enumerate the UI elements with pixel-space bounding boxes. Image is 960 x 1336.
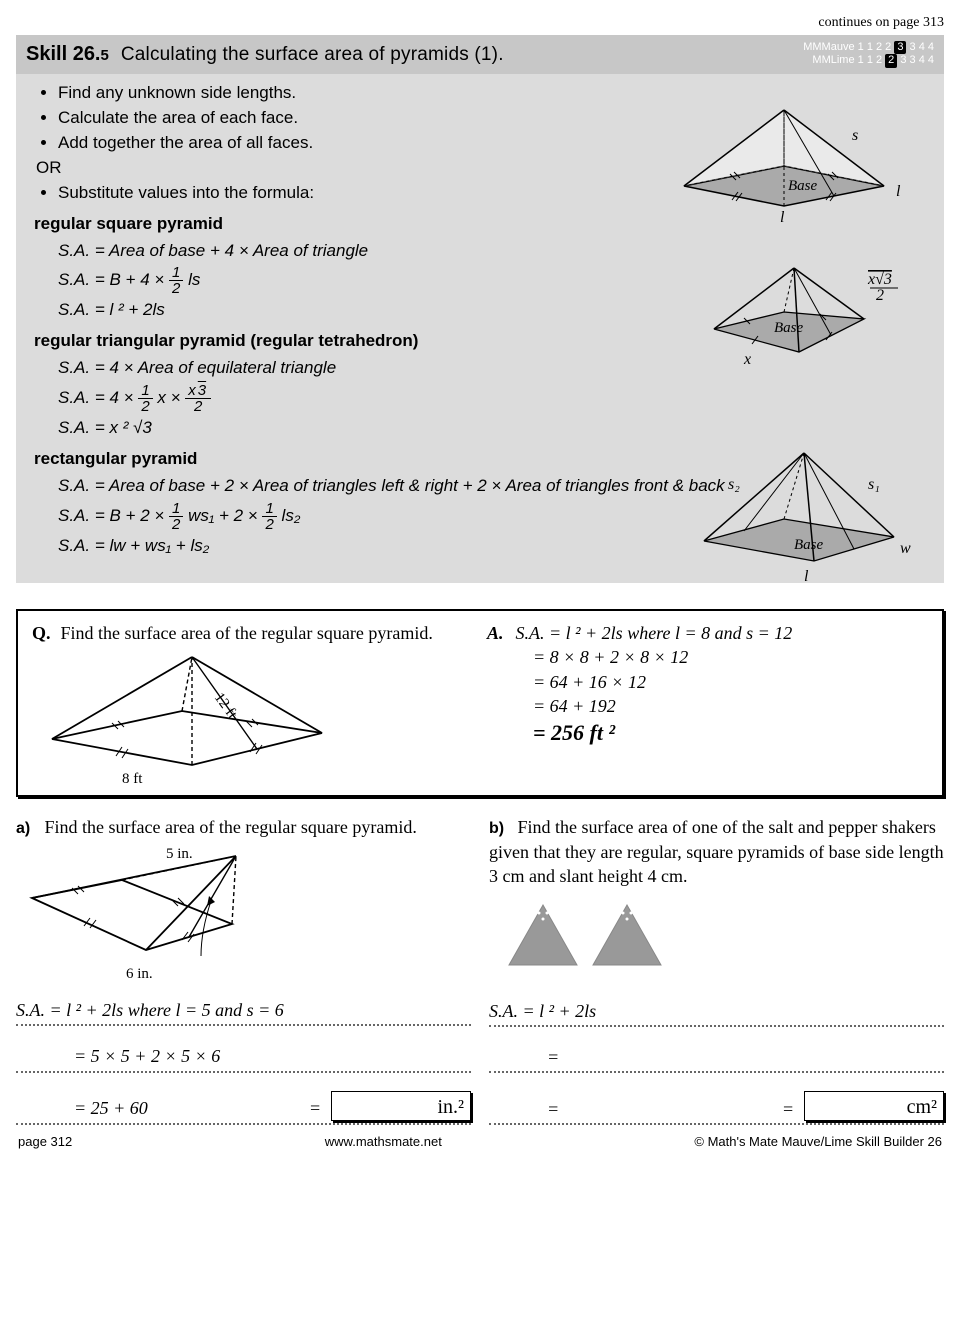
book-references: MMMauve 1 1 2 2 3 3 4 4 MMLime 1 1 2 2 3… (803, 41, 934, 67)
ans-line-2: = 8 × 8 + 2 × 8 × 12 (487, 645, 928, 669)
exercise-a: a) Find the surface area of the regular … (16, 815, 471, 1125)
ans-final: = 256 ft ² (487, 718, 928, 748)
svg-text:l: l (780, 209, 785, 226)
a-label: A. (487, 621, 511, 645)
tetra-diagram: Base x x√3 2 (704, 264, 894, 374)
svg-text:x√3: x√3 (867, 271, 892, 288)
skill-number: Skill 26.5 (26, 41, 109, 68)
svg-text:2: 2 (876, 287, 884, 304)
svg-text:l: l (804, 568, 809, 585)
ex-b-label: b) (489, 818, 513, 840)
footer-left: page 312 (18, 1133, 72, 1151)
svg-text:w: w (900, 540, 911, 557)
ex-a-question: Find the surface area of the regular squ… (45, 817, 417, 837)
ex-b-line1: S.A. = l ² + 2ls (489, 999, 944, 1027)
svg-text:Base: Base (794, 537, 824, 553)
ex-b-diagram (489, 897, 709, 977)
svg-text:l: l (896, 183, 901, 200)
svg-text:s₂: s₂ (728, 476, 740, 493)
ans-line-1: S.A. = l ² + 2ls where l = 8 and s = 12 (516, 623, 793, 643)
q-label: Q. (32, 621, 56, 645)
svg-text:12 ft: 12 ft (211, 690, 241, 723)
ex-a-line3: = 25 + 60 (16, 1096, 299, 1120)
step-1: Find any unknown side lengths. (58, 82, 930, 105)
svg-text:Base: Base (774, 320, 804, 336)
q-text: Find the surface area of the regular squ… (61, 623, 433, 643)
worked-diagram: 12 ft (42, 651, 342, 781)
ans-line-3: = 64 + 16 × 12 (487, 670, 928, 694)
page-footer: page 312 www.mathsmate.net © Math's Mate… (16, 1133, 944, 1151)
worked-dim-l: 8 ft (122, 769, 142, 789)
tetra-f2: S.A. = 4 × 12 x × x32 (58, 383, 930, 414)
footer-mid: www.mathsmate.net (325, 1133, 442, 1151)
worked-example: Q. Find the surface area of the regular … (16, 609, 944, 797)
ans-line-4: = 64 + 192 (487, 694, 928, 718)
skill-title: Calculating the surface area of pyramids… (121, 42, 504, 68)
square-pyramid-diagram: Base l l s (664, 106, 904, 226)
ex-a-answer-box[interactable]: in.² (331, 1091, 471, 1121)
footer-right: © Math's Mate Mauve/Lime Skill Builder 2… (694, 1133, 942, 1151)
ex-a-line1: S.A. = l ² + 2ls where l = 5 and s = 6 (16, 998, 471, 1026)
ex-a-eq: = (309, 1096, 321, 1120)
svg-text:s₁: s₁ (868, 476, 880, 493)
ex-b-eq2: = (489, 1097, 772, 1121)
theory-block: Find any unknown side lengths. Calculate… (16, 74, 944, 583)
title-bar: Skill 26.5 Calculating the surface area … (16, 35, 944, 74)
tetra-f3: S.A. = x ² √3 (58, 417, 930, 440)
square-f1: S.A. = Area of base + 4 × Area of triang… (58, 240, 930, 263)
ex-a-line2: = 5 × 5 + 2 × 5 × 6 (16, 1044, 471, 1072)
ex-b-answer-box[interactable]: cm² (804, 1091, 944, 1121)
svg-text:s: s (852, 127, 858, 144)
svg-text:Base: Base (788, 178, 818, 194)
rect-pyramid-diagram: Base l w s₁ s₂ (684, 449, 914, 589)
exercise-b: b) Find the surface area of one of the s… (489, 815, 944, 1125)
ex-a-dim-l: 6 in. (126, 964, 153, 984)
ex-b-line2: = (489, 1045, 944, 1073)
ex-b-eq3: = (782, 1097, 794, 1121)
svg-text:x: x (743, 351, 751, 368)
ex-a-label: a) (16, 818, 40, 840)
ex-b-question: Find the surface area of one of the salt… (489, 817, 944, 886)
continues-text: continues on page 313 (16, 14, 944, 33)
